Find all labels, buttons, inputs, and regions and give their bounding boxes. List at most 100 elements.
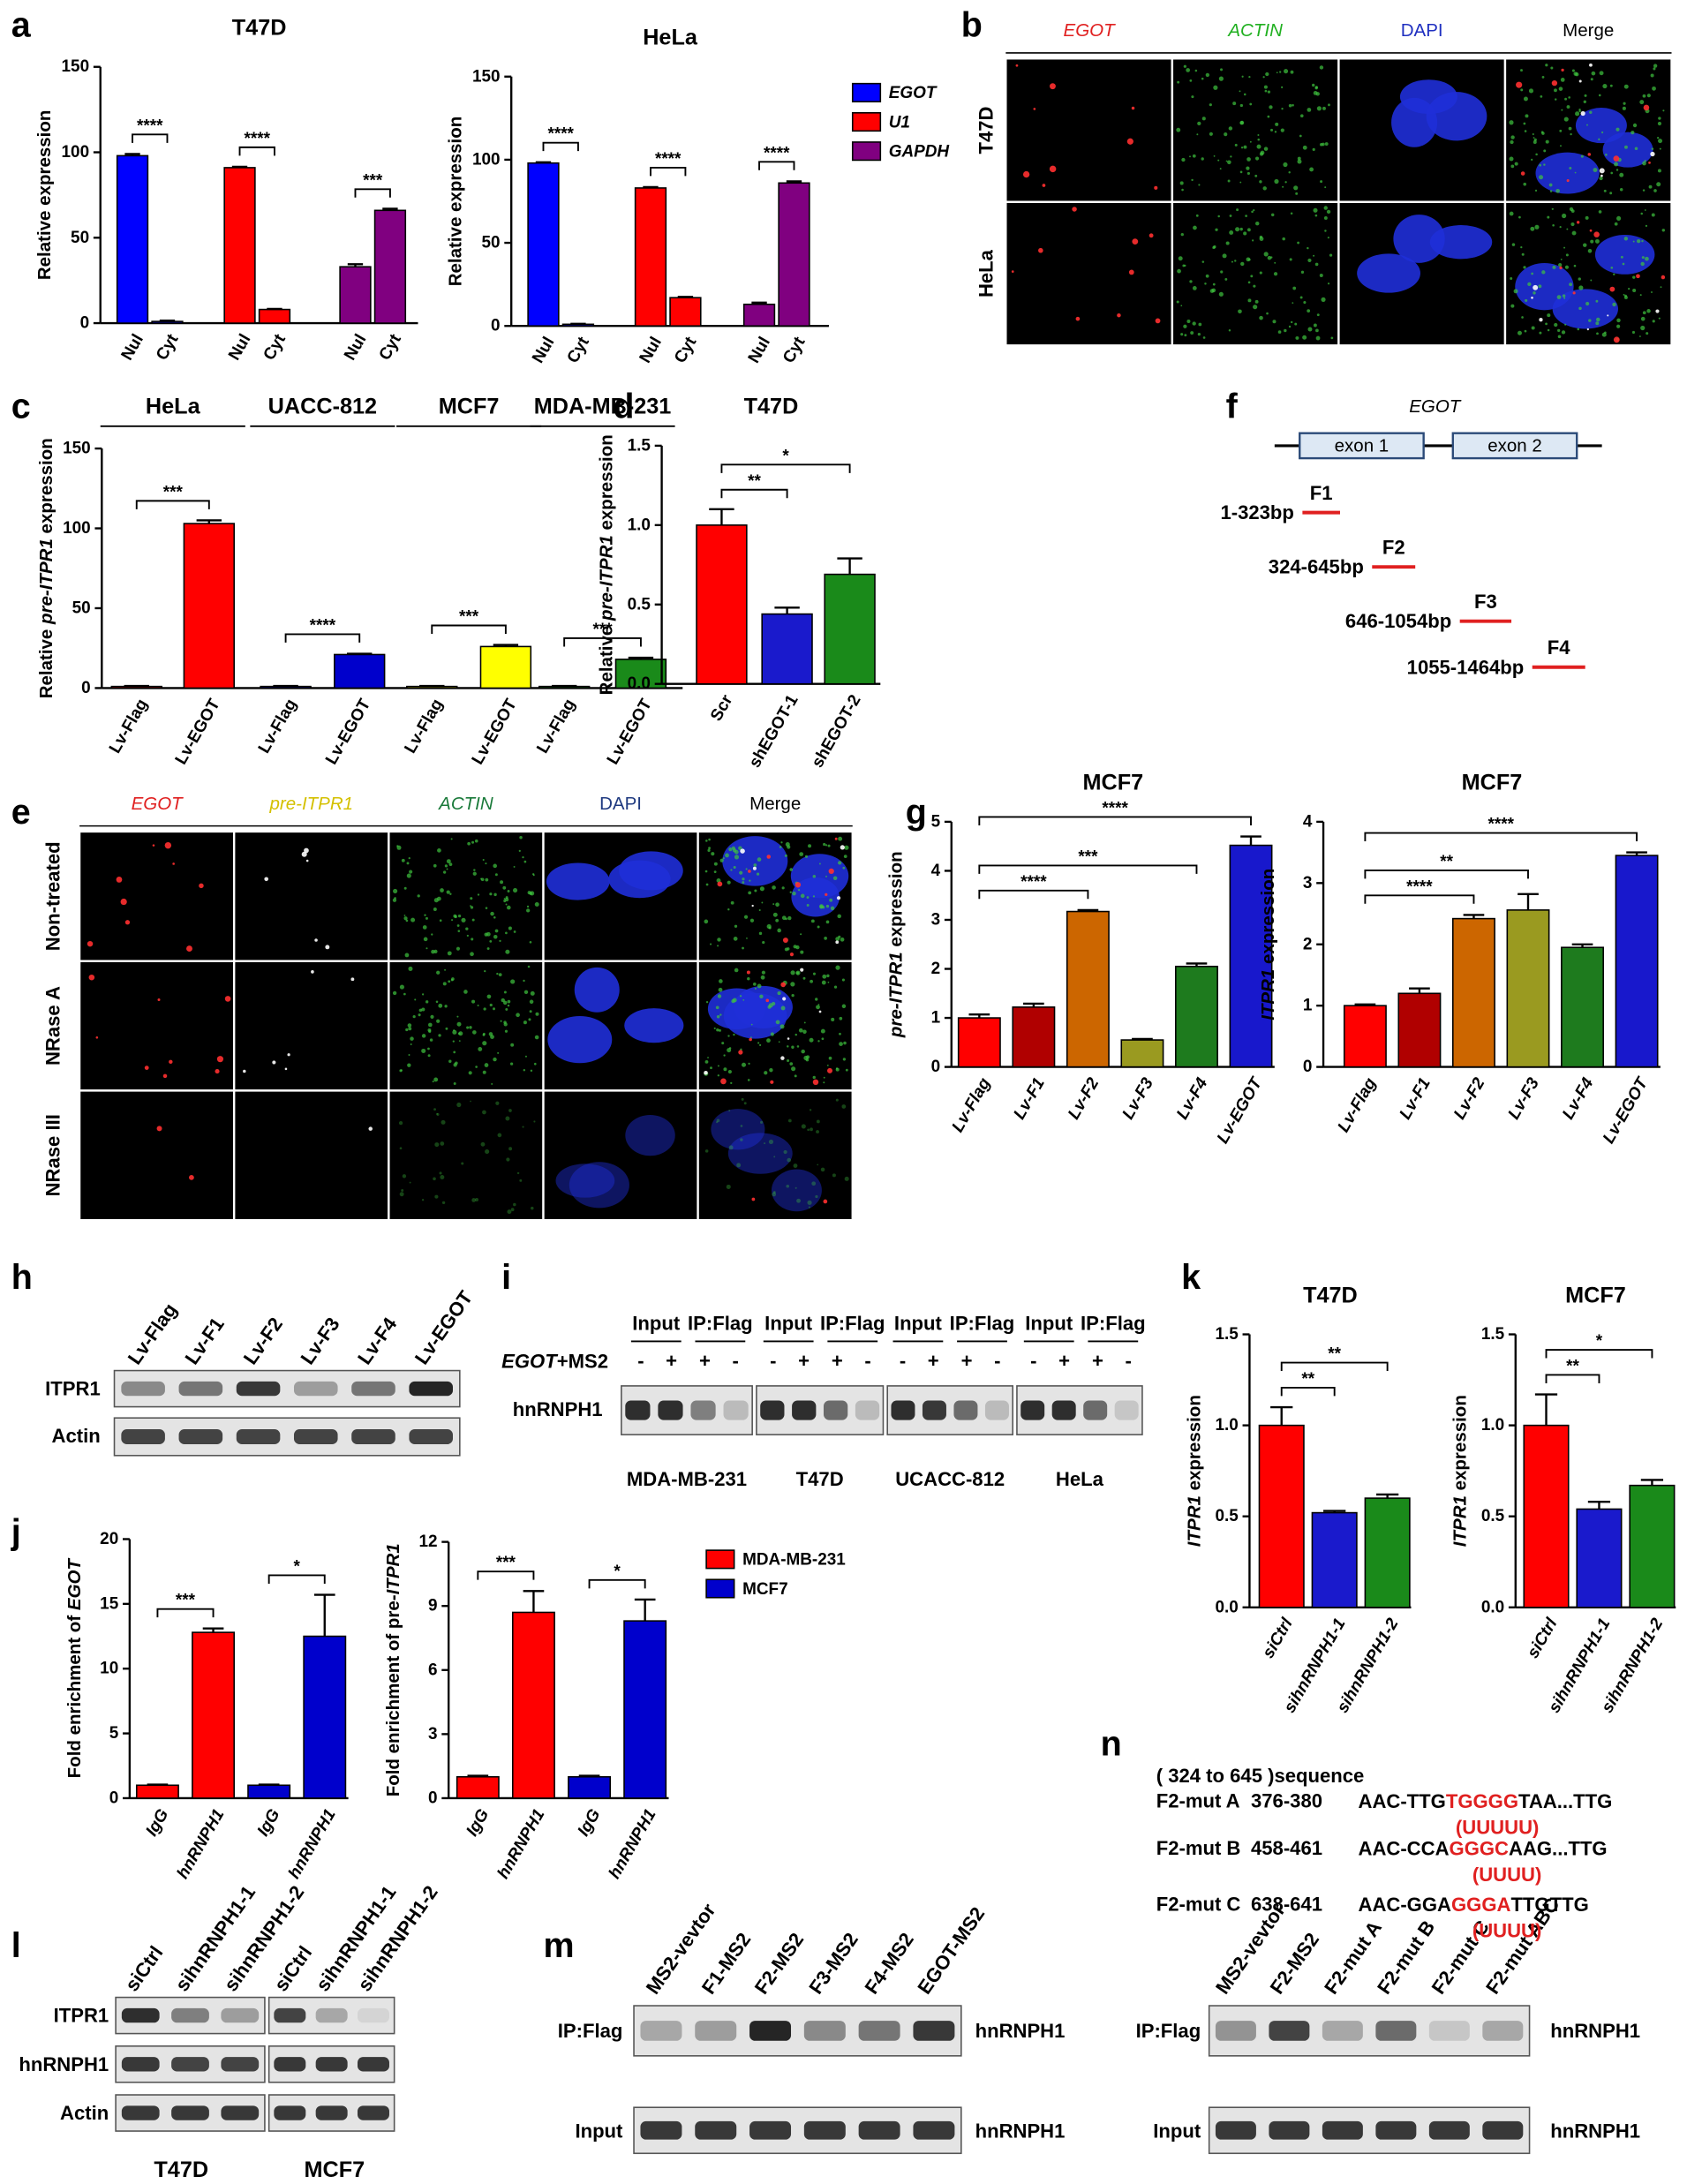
signal-dot <box>1239 181 1242 184</box>
signal-dot <box>1658 139 1663 144</box>
signal-dot <box>408 966 413 971</box>
y-axis-label-part: ITPR1 <box>1257 969 1277 1020</box>
signal-dot <box>750 1023 753 1026</box>
signal-dot <box>1520 69 1523 72</box>
signal-dot <box>1205 72 1210 78</box>
signal-dot <box>1632 240 1635 243</box>
signal-dot <box>1509 120 1514 125</box>
error-bar <box>382 207 398 211</box>
signal-dot <box>1249 140 1252 143</box>
signal-dot <box>810 979 814 983</box>
signal-dot <box>1587 248 1593 253</box>
signal-dot <box>780 841 783 844</box>
signal-dot <box>523 1020 527 1025</box>
signal-dot <box>772 903 775 906</box>
signal-dot <box>835 965 840 970</box>
signal-dot <box>1239 170 1243 174</box>
signal-dot <box>480 877 485 882</box>
signal-dot <box>1324 230 1327 232</box>
signal-dot <box>471 1198 476 1202</box>
signal-dot <box>1509 156 1514 162</box>
significance-bracket <box>588 1578 646 1589</box>
error-bar <box>628 656 654 659</box>
signal-dot <box>775 918 779 923</box>
blot-band <box>351 1428 395 1445</box>
signal-dot <box>821 980 826 985</box>
signal-dot <box>1225 160 1228 162</box>
signal-dot <box>1309 167 1314 172</box>
signal-dot <box>398 1120 403 1126</box>
signal-dot <box>1201 117 1206 121</box>
signal-dot <box>787 1157 792 1163</box>
signal-dot <box>731 998 735 1004</box>
y-tick-label: 0 <box>931 1058 941 1076</box>
signal-dot <box>444 968 447 971</box>
signal-dot <box>759 994 764 998</box>
signal-dot <box>835 940 840 945</box>
error-bar <box>124 684 149 688</box>
signal-dot <box>1274 178 1279 185</box>
signal-dot <box>733 1033 735 1036</box>
signal-dot <box>1525 298 1528 302</box>
signal-dot <box>1531 158 1533 162</box>
signal-dot <box>529 940 532 944</box>
signal-dot <box>734 968 739 973</box>
signal-dot <box>1239 227 1243 231</box>
signal-dot <box>1523 182 1527 186</box>
signal-dot <box>162 1073 168 1079</box>
signal-dot <box>368 1126 373 1131</box>
condition-sign: - <box>733 1350 739 1372</box>
micrograph <box>234 960 389 1091</box>
sequence-title: ( 324 to 645 )sequence <box>1156 1765 1365 1787</box>
signal-dot <box>817 925 820 929</box>
signal-dot <box>1184 334 1187 337</box>
signal-dot <box>1574 171 1577 174</box>
blot-band <box>121 2007 160 2023</box>
signal-dot <box>723 1067 727 1072</box>
signal-dot <box>405 919 409 923</box>
sequence-part: TAA...TTG <box>1518 1790 1612 1812</box>
signal-dot <box>1281 108 1284 110</box>
signal-dot <box>1610 171 1614 175</box>
signal-dot <box>396 845 402 850</box>
signal-dot <box>392 898 397 902</box>
signal-dot <box>1646 94 1651 98</box>
bar <box>824 573 876 685</box>
signal-dot <box>505 949 510 954</box>
bar <box>527 162 560 327</box>
signal-dot <box>1601 332 1607 337</box>
nucleus <box>1594 235 1655 275</box>
y-axis-label: Relative pre-ITPR1 expression <box>36 438 56 698</box>
signal-dot <box>466 1026 470 1029</box>
y-tick-label: 0.0 <box>1481 1598 1504 1616</box>
significance-bracket <box>978 864 1198 874</box>
signal-dot <box>717 994 722 998</box>
y-axis-label-part: ITPR1 <box>1450 1495 1470 1547</box>
signal-dot <box>721 1042 725 1045</box>
y-axis-label-part: pre-ITPR1 <box>36 538 56 625</box>
signal-dot <box>817 1164 819 1166</box>
signal-dot <box>1523 96 1528 102</box>
signal-dot <box>751 904 754 907</box>
blot <box>1208 2106 1531 2155</box>
signal-dot <box>393 888 398 894</box>
signal-dot <box>1632 275 1636 279</box>
signal-dot <box>1566 105 1570 109</box>
signal-dot <box>821 1037 825 1041</box>
signal-dot <box>485 1148 490 1155</box>
y-tick-label: 1 <box>931 1009 941 1028</box>
signal-dot <box>770 1080 774 1084</box>
signal-dot <box>471 918 475 922</box>
signal-dot <box>1528 88 1534 94</box>
signal-dot <box>1215 228 1218 231</box>
row-label: Input <box>575 2120 623 2143</box>
exon <box>1451 432 1578 460</box>
signal-dot <box>1576 221 1580 224</box>
signal-dot <box>1510 139 1514 145</box>
signal-dot <box>794 1074 797 1078</box>
signal-dot <box>780 1005 786 1011</box>
signal-dot <box>394 897 396 900</box>
signal-dot <box>839 1016 843 1020</box>
signal-dot <box>1541 75 1545 79</box>
significance-bracket <box>758 161 795 170</box>
